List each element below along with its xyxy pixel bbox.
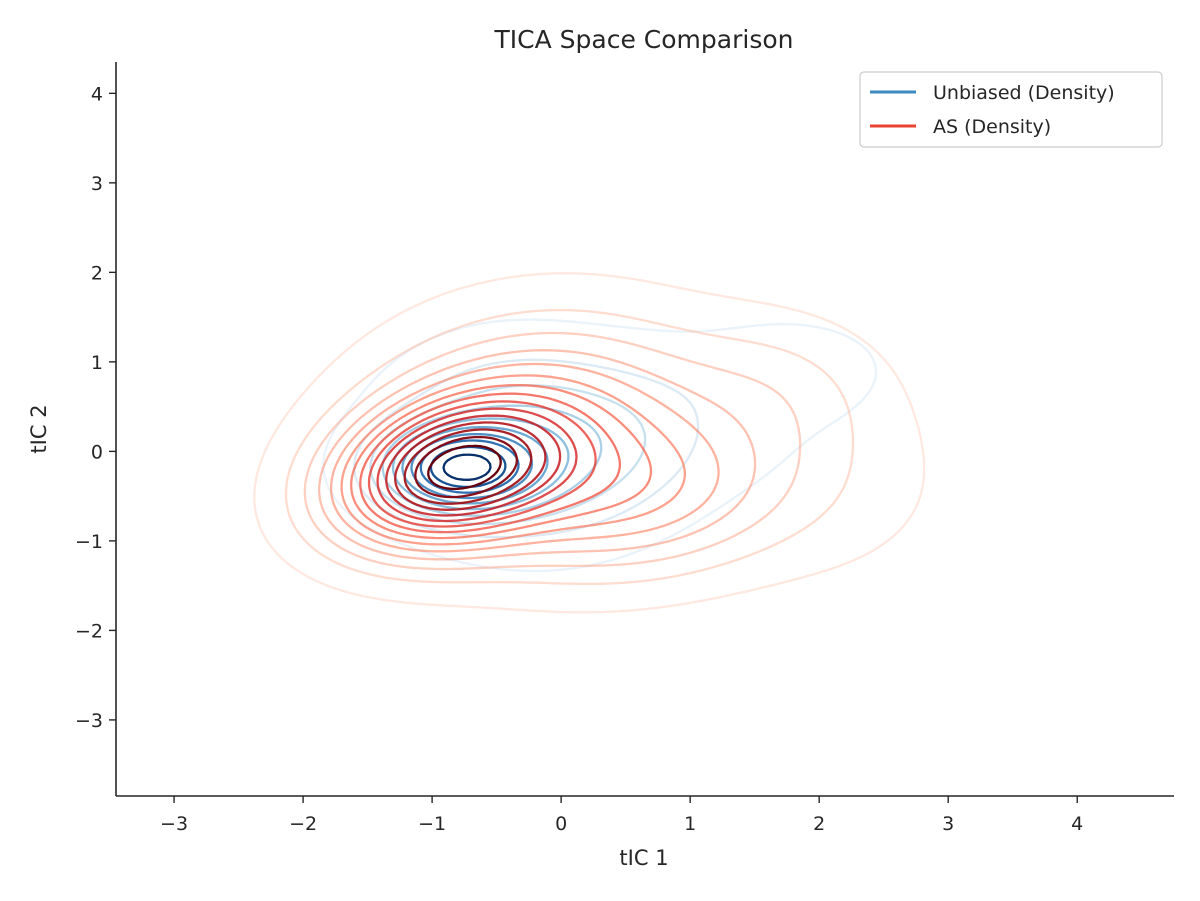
legend-box — [859, 71, 1163, 148]
contour-line-reds — [350, 383, 653, 540]
contour-line-reds — [340, 374, 687, 546]
y-tick-label: −1 — [75, 531, 103, 553]
contour-line-reds — [367, 400, 597, 528]
y-ticks: −3 −2 −1 0 1 2 3 4 — [75, 83, 116, 732]
x-tick-label: 1 — [684, 813, 696, 835]
contour-line-reds — [253, 272, 926, 614]
contour-series — [253, 272, 926, 614]
contour-line-reds — [403, 428, 533, 505]
y-axis-label: tIC 2 — [27, 404, 51, 453]
legend: Unbiased (Density) AS (Density) — [859, 71, 1163, 148]
contour-line-reds — [376, 407, 578, 523]
contour-line-reds — [329, 362, 720, 553]
contour-line-reds — [303, 331, 802, 571]
x-tick-label: −1 — [418, 813, 446, 835]
x-tick-label: 0 — [555, 813, 567, 835]
contour-line-reds — [414, 435, 519, 499]
y-tick-label: 2 — [91, 262, 103, 284]
x-tick-label: −3 — [160, 813, 188, 835]
x-tick-label: −2 — [289, 813, 317, 835]
x-ticks: −3 −2 −1 0 1 2 3 4 — [160, 796, 1083, 835]
y-tick-label: 3 — [91, 173, 103, 195]
contour-line-reds — [284, 308, 855, 586]
y-tick-label: 0 — [91, 441, 103, 463]
y-tick-label: −3 — [75, 710, 103, 732]
x-tick-label: 4 — [1071, 813, 1083, 835]
legend-label-unbiased: Unbiased (Density) — [933, 82, 1115, 104]
chart-title: TICA Space Comparison — [494, 25, 794, 54]
x-axis-label: tIC 1 — [619, 846, 668, 870]
y-tick-label: −2 — [75, 620, 103, 642]
contour-line-reds — [427, 444, 502, 491]
x-tick-label: 3 — [942, 813, 954, 835]
contour-line-blues — [442, 453, 492, 481]
contour-line-reds — [359, 392, 622, 534]
x-tick-label: 2 — [813, 813, 825, 835]
y-tick-label: 4 — [91, 83, 103, 105]
y-tick-label: 1 — [91, 352, 103, 374]
legend-label-as: AS (Density) — [933, 116, 1051, 138]
contour-line-reds — [385, 414, 562, 517]
contour-line-reds — [394, 421, 547, 511]
plot-area — [253, 272, 926, 614]
contour-line-reds — [317, 349, 757, 561]
